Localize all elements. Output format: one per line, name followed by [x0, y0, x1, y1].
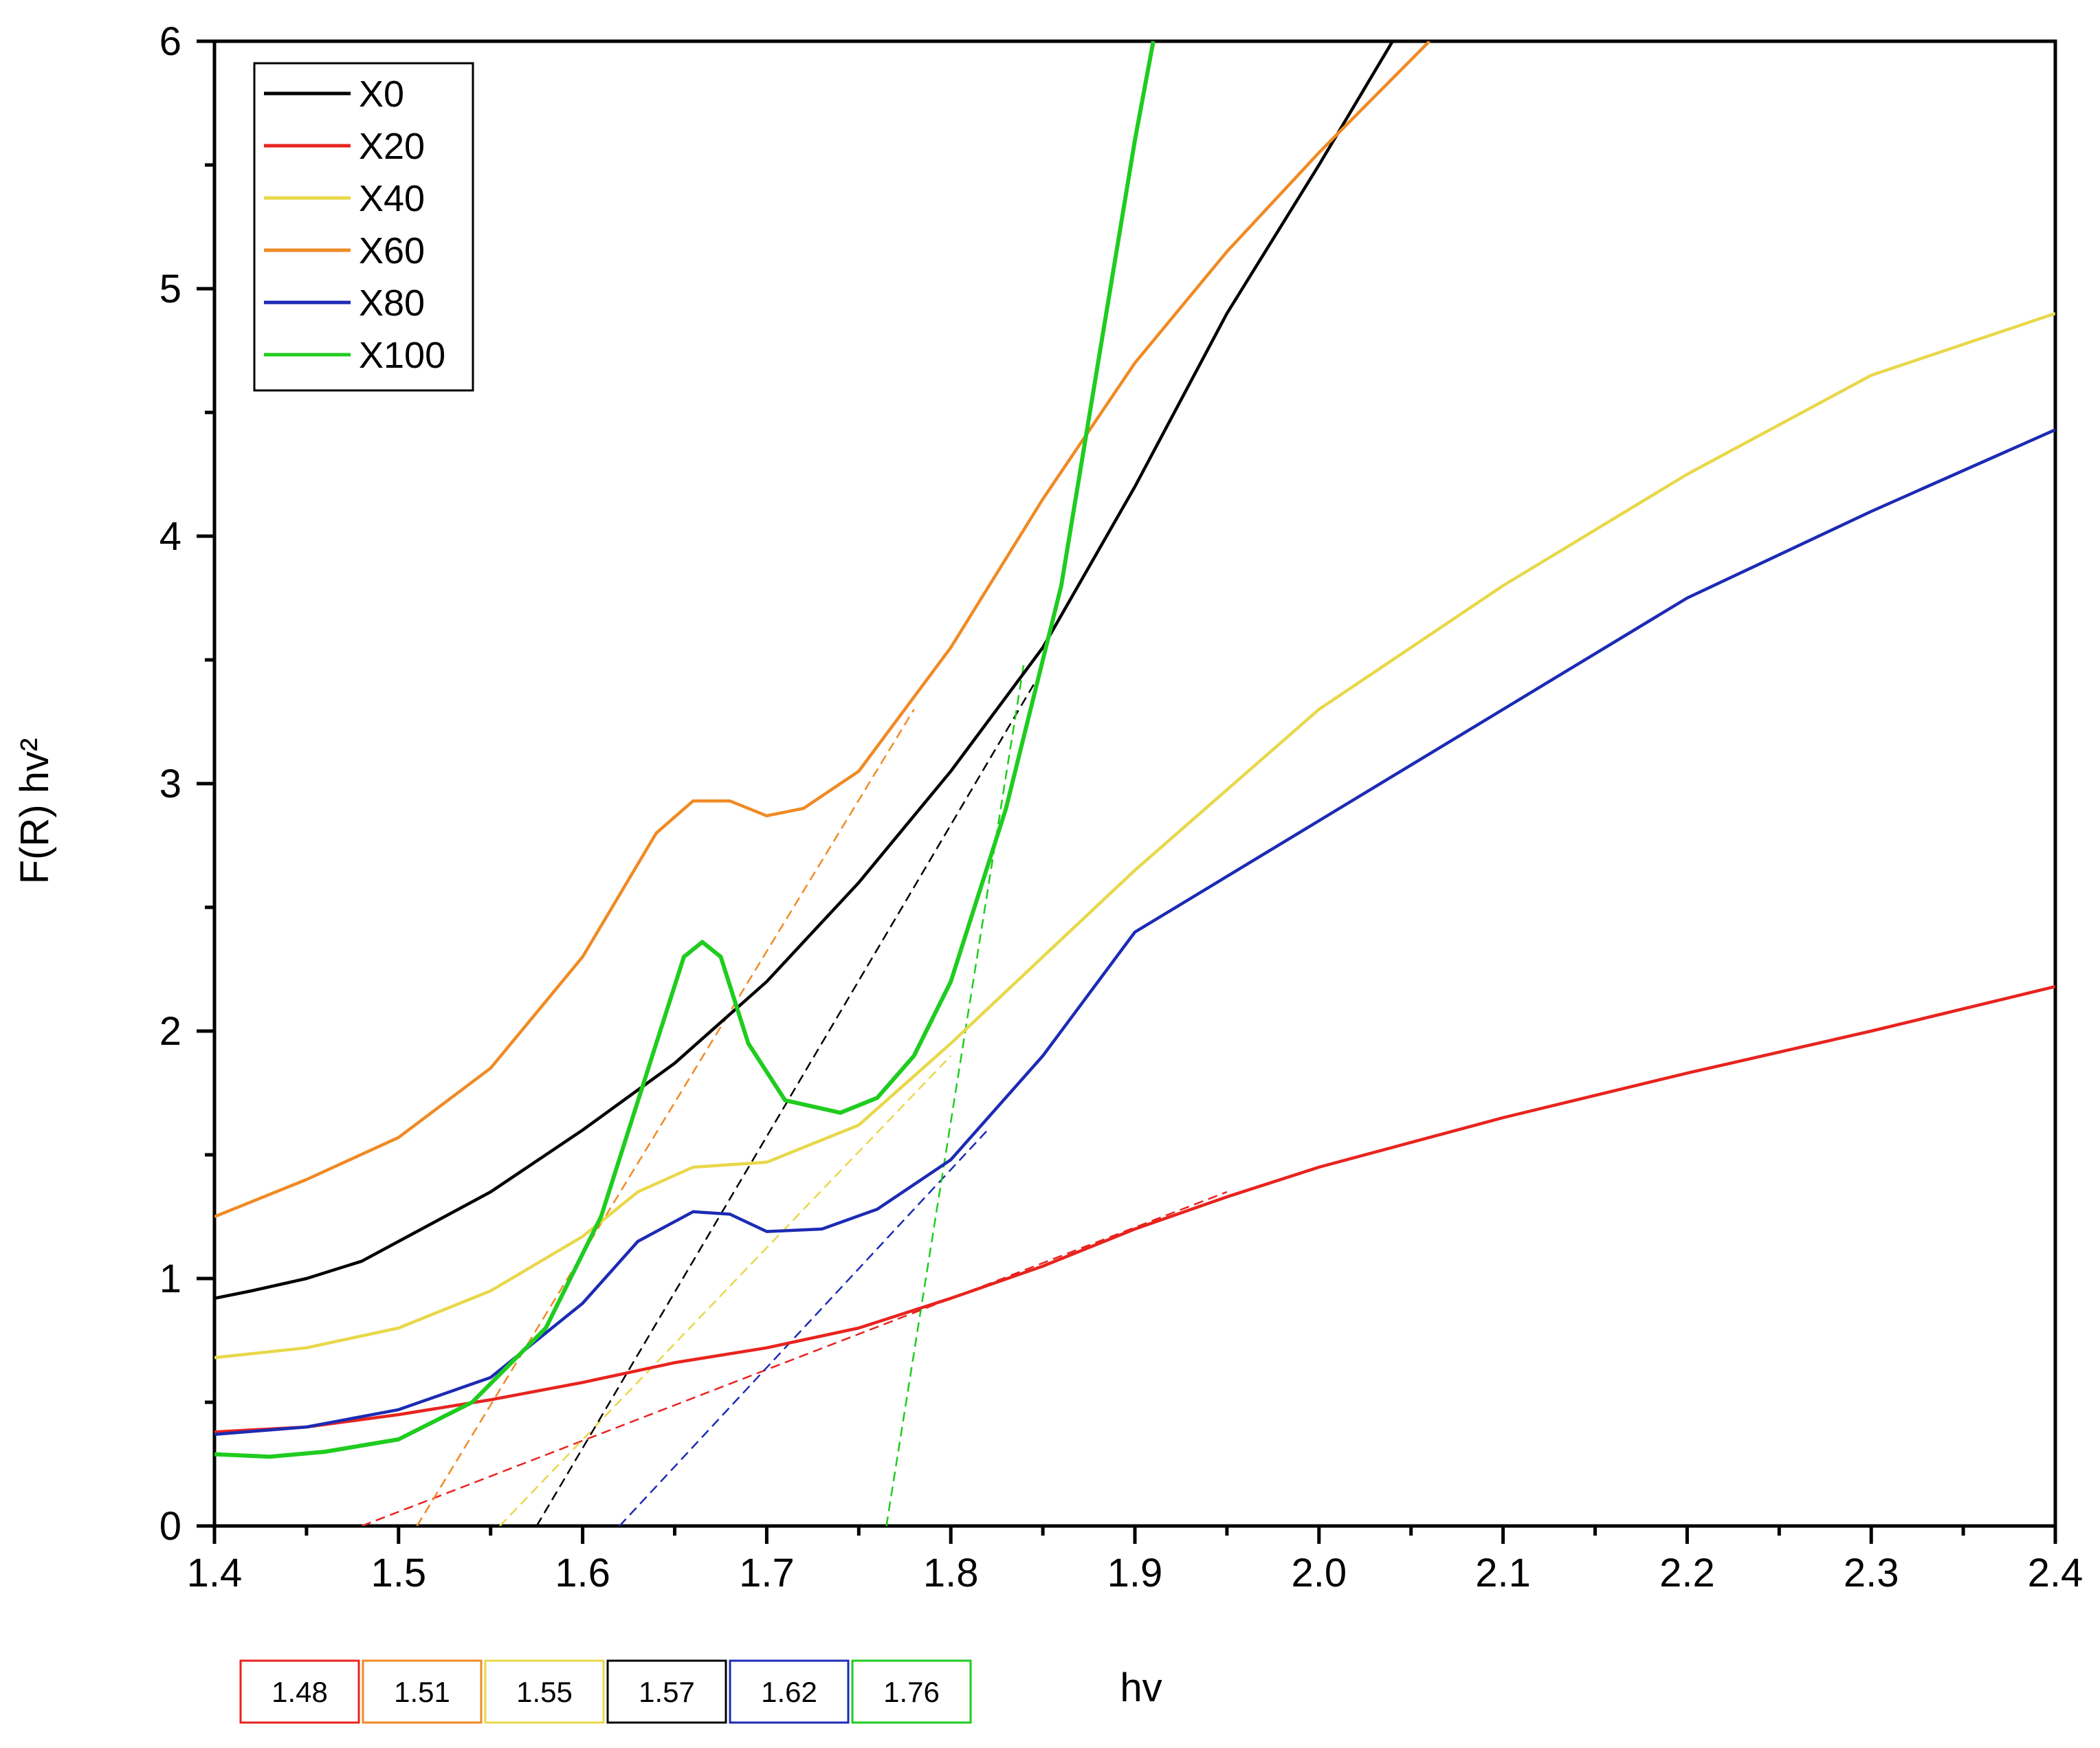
x-tick-label: 1.4: [187, 1551, 243, 1595]
series-line-x0: [214, 41, 1394, 1301]
tangent-line: [885, 659, 1026, 1526]
bandgap-value: 1.62: [761, 1676, 817, 1708]
bandgap-box: [239, 1659, 360, 1724]
x-tick-label: 1.7: [739, 1551, 795, 1595]
series-line-x100: [214, 41, 1156, 1459]
bandgap-box: [729, 1659, 850, 1724]
x-tick-label: 1.6: [555, 1551, 610, 1595]
bandgap-value: 1.51: [394, 1676, 450, 1708]
tangent-line: [416, 709, 915, 1526]
tangent-line: [619, 1129, 988, 1526]
x-tick-label: 2.1: [1475, 1551, 1531, 1595]
bandgap-box: [484, 1659, 605, 1724]
series-line-x20: [214, 985, 2055, 1434]
tangent-lines: [361, 659, 1228, 1526]
axis-ticks: 1.4 1.5 1.6 1.7 1.8 1.9 2.0 2.1 2.2 2.3 2.4 0 1 2 3 4 5 6: [159, 19, 2084, 1595]
legend: X0 X20 X40 X60 X80 X100: [253, 62, 474, 392]
legend-entry: X60: [359, 230, 425, 272]
tangent-line: [499, 1055, 952, 1526]
y-axis-label: F(R) hv²: [12, 738, 57, 885]
bandgap-box: [851, 1659, 972, 1724]
x-tick-label: 2.0: [1291, 1551, 1347, 1595]
bandgap-box: [606, 1659, 727, 1724]
plot-frame: [212, 39, 2057, 1528]
bandgap-boxes: 1.48 1.51 1.55 1.57 1.62 1.76: [239, 1659, 972, 1724]
y-tick-label: 6: [159, 19, 181, 64]
bandgap-value: 1.57: [639, 1676, 695, 1708]
y-tick-label: 1: [159, 1257, 181, 1301]
bandgap-value: 1.55: [516, 1676, 573, 1708]
legend-entry: X80: [359, 283, 425, 324]
x-tick-label: 1.8: [923, 1551, 979, 1595]
x-tick-label: 2.3: [1844, 1551, 1899, 1595]
y-tick-label: 5: [159, 267, 181, 311]
tangent-line: [535, 684, 1035, 1526]
legend-entry: X40: [359, 178, 425, 219]
y-tick-label: 3: [159, 762, 181, 806]
x-tick-label: 2.2: [1659, 1551, 1715, 1595]
x-tick-label: 2.4: [2028, 1551, 2084, 1595]
y-tick-label: 0: [159, 1504, 181, 1549]
legend-box: [253, 62, 474, 392]
series-line-x40: [214, 311, 2055, 1360]
plot-area: [212, 39, 2057, 1528]
bandgap-value: 1.76: [883, 1676, 940, 1708]
legend-entry: X100: [359, 335, 445, 376]
y-tick-label: 4: [159, 514, 181, 559]
legend-entry: X20: [359, 126, 425, 167]
legend-entry: X0: [359, 74, 404, 115]
series-line-x60: [214, 41, 1431, 1219]
x-tick-label: 1.9: [1107, 1551, 1163, 1595]
x-tick-label: 1.5: [371, 1551, 426, 1595]
bandgap-value: 1.48: [272, 1676, 328, 1708]
bandgap-box: [362, 1659, 483, 1724]
series-lines: [214, 41, 2055, 1459]
x-axis-label: hv: [1120, 1666, 1162, 1710]
tangent-line: [361, 1191, 1228, 1526]
y-tick-label: 2: [159, 1009, 181, 1054]
series-line-x80: [214, 428, 2055, 1437]
